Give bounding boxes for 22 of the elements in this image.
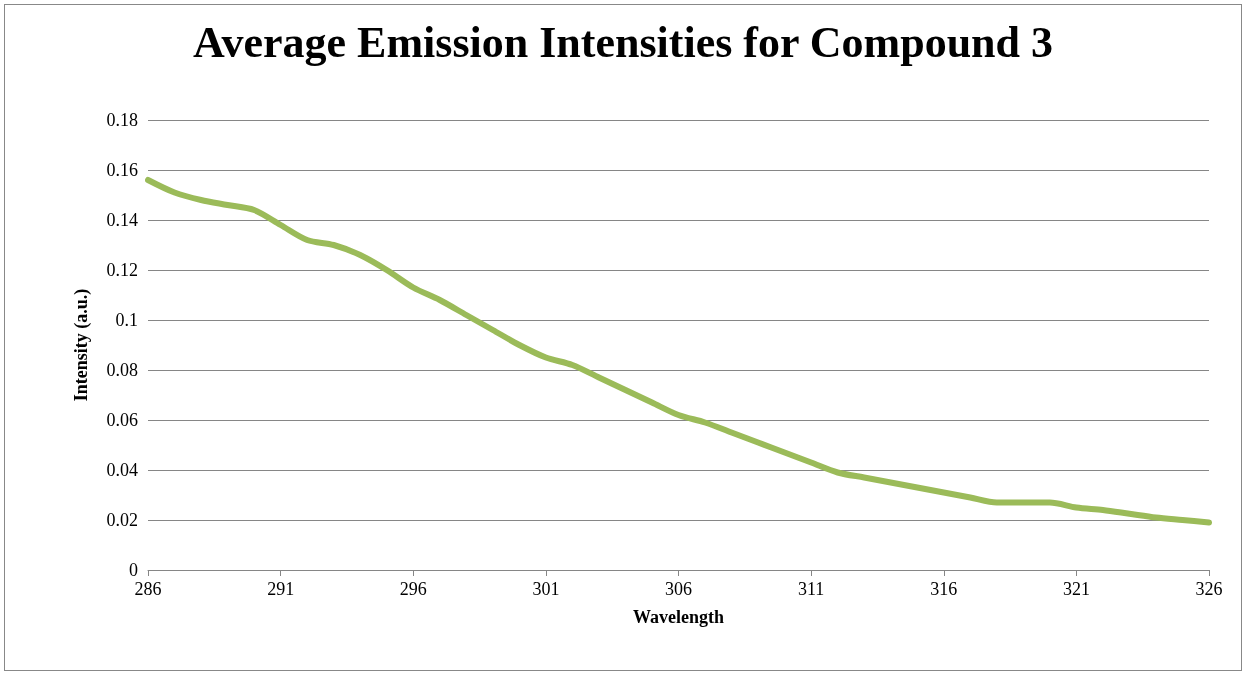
x-tick-label: 326 [1195,579,1223,599]
x-tick-label: 321 [1062,579,1090,599]
x-tick-label: 316 [930,579,958,599]
x-tick-label: 286 [134,579,162,599]
y-tick-label: 0.12 [106,260,138,280]
x-axis-title: Wavelength [632,607,725,627]
y-tick-label: 0.08 [106,360,138,380]
x-tick-label: 291 [267,579,295,599]
y-tick-label: 0.16 [106,160,138,180]
y-axis-title: Intensity (a.u.) [71,288,92,402]
x-tick-label: 311 [797,579,825,599]
y-tick-label: 0.02 [106,510,138,530]
y-tick-label: 0.1 [115,310,138,330]
x-tick-label: 301 [532,579,560,599]
y-tick-label: 0.18 [106,110,138,130]
chart-title: Average Emission Intensities for Compound 3 [192,17,1054,67]
x-tick-label: 296 [399,579,427,599]
y-tick-label: 0.06 [106,410,138,430]
x-tick-label: 306 [665,579,692,599]
y-tick-label: 0.14 [106,210,138,230]
y-tick-label: 0 [129,560,138,580]
y-tick-label: 0.04 [106,460,138,480]
